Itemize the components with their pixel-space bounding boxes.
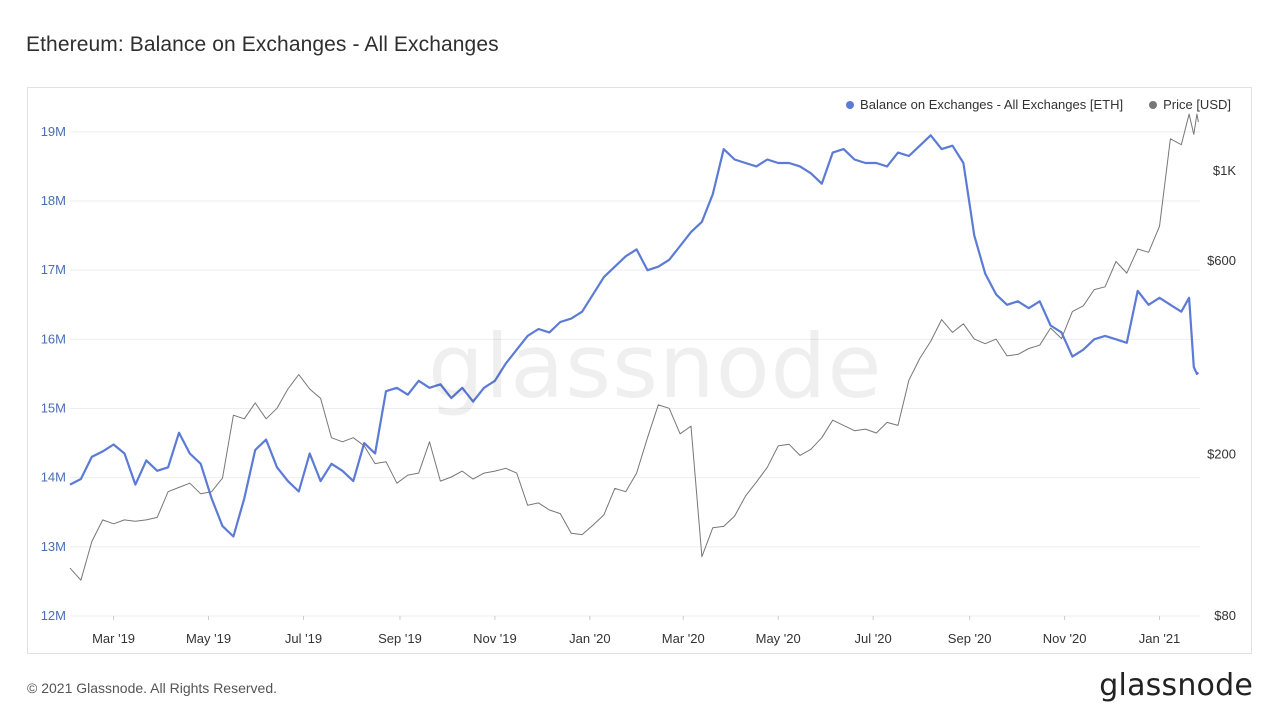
y-right-tick-label: $1K bbox=[1213, 163, 1236, 178]
x-tick-label: Sep '20 bbox=[948, 631, 992, 646]
y-left-tick-label: 16M bbox=[41, 331, 66, 346]
y-left-tick-label: 15M bbox=[41, 401, 66, 416]
y-right-tick-label: $600 bbox=[1207, 253, 1236, 268]
chart-legend: Balance on Exchanges - All Exchanges [ET… bbox=[820, 97, 1231, 112]
x-tick-label: May '19 bbox=[186, 631, 231, 646]
glassnode-logo[interactable]: glassnode bbox=[1099, 668, 1253, 703]
x-tick-label: Jan '21 bbox=[1139, 631, 1181, 646]
y-right-tick-label: $200 bbox=[1207, 447, 1236, 462]
x-tick-label: Jan '20 bbox=[569, 631, 611, 646]
series-line-balance bbox=[69, 134, 1200, 538]
x-tick-label: Sep '19 bbox=[378, 631, 422, 646]
x-tick-label: Nov '20 bbox=[1043, 631, 1087, 646]
legend-item-price[interactable]: Price [USD] bbox=[1149, 97, 1231, 112]
y-left-tick-label: 17M bbox=[41, 262, 66, 277]
x-tick-label: Nov '19 bbox=[473, 631, 517, 646]
y-right-tick-label: $80 bbox=[1214, 608, 1236, 623]
x-tick-label: May '20 bbox=[756, 631, 801, 646]
x-tick-label: Jul '20 bbox=[855, 631, 892, 646]
series-line-price bbox=[69, 113, 1199, 581]
y-left-tick-label: 14M bbox=[41, 470, 66, 485]
x-tick-label: Mar '20 bbox=[662, 631, 705, 646]
page-title: Ethereum: Balance on Exchanges - All Exc… bbox=[26, 33, 499, 56]
chart-canvas[interactable]: 12M 13M 14M 15M 16M 17M 18M 19M $80 $200 $600 $1K Ma… bbox=[28, 88, 1253, 655]
legend-label-price: Price [USD] bbox=[1163, 97, 1231, 112]
chart-panel: 12M 13M 14M 15M 16M 17M 18M 19M $80 $200 $600 $1K Ma… bbox=[27, 87, 1252, 654]
y-left-tick-label: 19M bbox=[41, 124, 66, 139]
legend-dot-balance-icon bbox=[846, 100, 855, 109]
y-left-tick-label: 18M bbox=[41, 193, 66, 208]
x-tick-label: Jul '19 bbox=[285, 631, 322, 646]
legend-item-balance[interactable]: Balance on Exchanges - All Exchanges [ET… bbox=[846, 97, 1123, 112]
x-tick-label: Mar '19 bbox=[92, 631, 135, 646]
y-left-tick-label: 12M bbox=[41, 608, 66, 623]
legend-dot-price-icon bbox=[1149, 100, 1158, 109]
legend-label-balance: Balance on Exchanges - All Exchanges [ET… bbox=[860, 97, 1124, 112]
y-left-tick-label: 13M bbox=[41, 539, 66, 554]
footer-copyright: © 2021 Glassnode. All Rights Reserved. bbox=[27, 680, 278, 696]
